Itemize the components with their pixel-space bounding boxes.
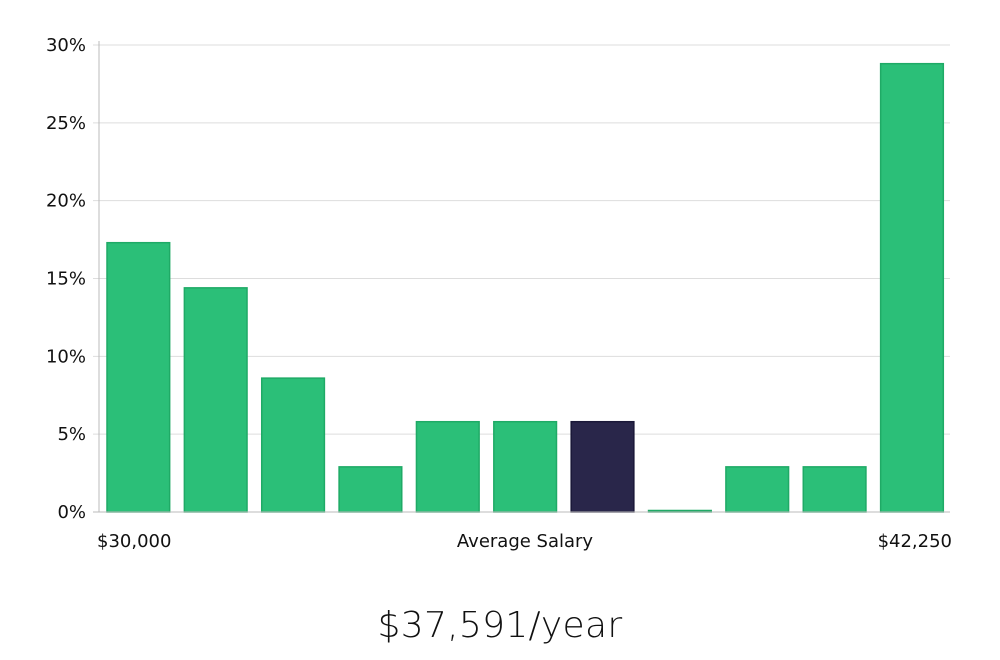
- bar: [879, 62, 945, 513]
- x-axis-title: Average Salary: [457, 531, 594, 552]
- y-tick-label: 10%: [46, 346, 86, 367]
- y-tick-label: 0%: [57, 502, 86, 523]
- x-axis-max-label: $42,250: [878, 531, 952, 552]
- bar: [183, 287, 248, 513]
- y-tick-label: 5%: [57, 424, 86, 445]
- bar: [802, 466, 867, 513]
- bar: [260, 377, 326, 513]
- y-tick-label: 25%: [46, 113, 86, 134]
- y-axis-tick-labels: 0% 5% 10% 15% 20% 25% 30%: [46, 35, 86, 523]
- salary-histogram-chart: 0% 5% 10% 15% 20% 25% 30% $30,000 Average Sala…: [46, 35, 952, 552]
- bar: [106, 241, 171, 513]
- x-axis-min-label: $30,000: [97, 531, 171, 552]
- bar-highlighted: [570, 420, 635, 513]
- average-salary-headline: $37,591/year: [377, 605, 623, 646]
- bar: [725, 466, 790, 513]
- bar: [338, 466, 403, 513]
- bar: [415, 420, 480, 513]
- bar: [493, 420, 558, 513]
- y-tick-label: 20%: [46, 191, 86, 212]
- bars: [106, 62, 945, 513]
- y-tick-label: 30%: [46, 35, 86, 56]
- y-tick-label: 15%: [46, 269, 86, 290]
